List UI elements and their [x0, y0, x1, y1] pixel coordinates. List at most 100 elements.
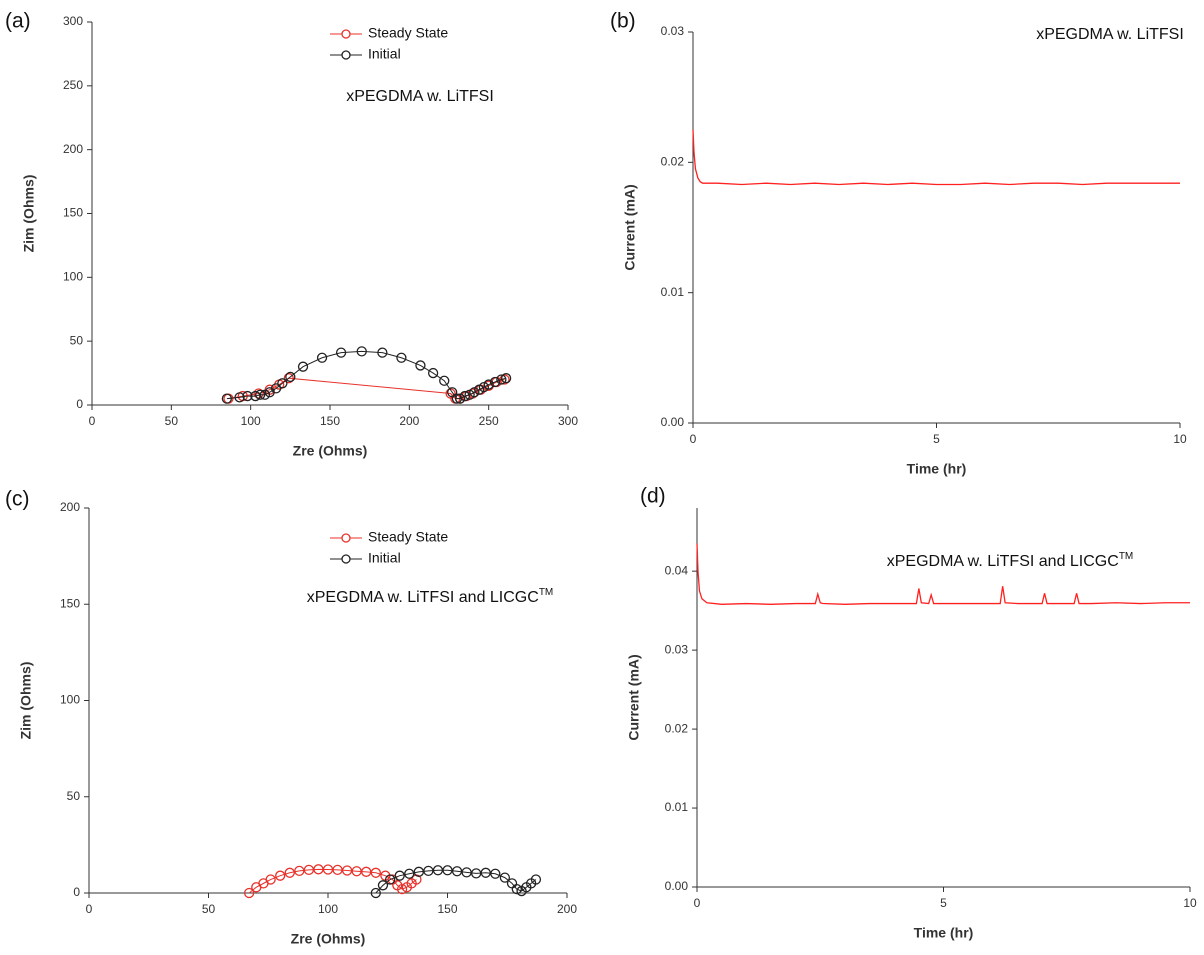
marker: [427, 367, 439, 379]
x-tick-label: 200: [399, 414, 419, 428]
legend-label: Initial: [368, 46, 401, 62]
marker: [394, 870, 405, 881]
marker: [377, 880, 389, 891]
marker: [275, 870, 286, 881]
panel-label: (c): [5, 488, 30, 511]
annotation-text: xPEGDMA w. LiTFSI: [346, 88, 494, 105]
y-tick-label: 100: [63, 270, 83, 284]
marker: [335, 347, 347, 358]
annotation: xPEGDMA w. LiTFSI: [346, 88, 494, 105]
y-tick-label: 100: [60, 693, 80, 707]
marker: [270, 383, 282, 394]
legend-marker: [341, 533, 351, 543]
x-tick-label: 0: [690, 432, 697, 446]
legend-marker: [341, 29, 351, 39]
marker: [377, 347, 388, 358]
y-tick-label: 0.00: [661, 415, 685, 429]
x-tick-label: 5: [933, 432, 940, 446]
marker: [234, 392, 245, 403]
y-axis-label: Current (mA): [622, 184, 638, 270]
y-tick-label: 0.00: [665, 879, 689, 893]
marker: [496, 374, 507, 385]
marker: [294, 865, 305, 877]
y-axis-label: Current (mA): [626, 654, 642, 740]
legend-marker: [341, 554, 351, 564]
x-tick-label: 250: [479, 414, 499, 428]
y-tick-label: 50: [70, 333, 84, 347]
annotation: xPEGDMA w. LiTFSI and LICGCTM: [887, 551, 1134, 571]
x-axis-label: Zre (Ohms): [291, 931, 366, 947]
marker: [511, 884, 522, 895]
annotation-superscript: TM: [539, 587, 553, 598]
marker: [384, 874, 396, 885]
marker: [243, 887, 255, 899]
marker: [356, 346, 367, 357]
marker: [461, 867, 472, 878]
x-tick-label: 50: [165, 414, 179, 428]
panel-label: (b): [610, 10, 636, 33]
annotation-superscript: TM: [1119, 551, 1133, 562]
marker: [396, 884, 408, 895]
y-tick-label: 0.04: [665, 563, 689, 577]
marker: [370, 887, 381, 899]
marker: [265, 874, 276, 885]
marker: [490, 868, 501, 879]
line: [696, 543, 1190, 605]
line: [692, 129, 1180, 186]
marker: [396, 352, 407, 363]
y-tick-label: 200: [60, 500, 80, 514]
marker: [253, 388, 264, 399]
marker: [250, 390, 261, 402]
marker: [404, 868, 415, 879]
y-tick-label: 0.03: [665, 642, 689, 656]
panel: 0 50 100 150 200 0 50 100 150 200 Zre (Ohms) Zim (O…: [5, 488, 577, 947]
marker: [530, 874, 542, 885]
marker: [277, 378, 288, 389]
marker: [285, 371, 296, 383]
marker: [499, 872, 511, 883]
y-tick-label: 150: [63, 206, 83, 220]
x-tick-label: 10: [1183, 896, 1197, 910]
panel: 0 50 100 150 200 250 300 0 50 100 150 200 250 300 Zre …: [5, 10, 578, 459]
panel: 0 5 10 0.00 0.01 0.02 0.03 0.04 Time (hr) Current…: [626, 485, 1197, 941]
marker: [480, 867, 491, 878]
x-tick-label: 5: [940, 896, 947, 910]
marker: [255, 389, 266, 400]
y-tick-label: 0.02: [661, 155, 685, 169]
x-tick-label: 50: [202, 902, 216, 916]
marker: [439, 375, 450, 386]
marker: [411, 874, 422, 885]
annotation: xPEGDMA w. LiTFSI: [1036, 26, 1184, 43]
panel-label: (d): [640, 485, 666, 508]
x-tick-label: 10: [1173, 432, 1187, 446]
marker: [442, 865, 453, 876]
x-tick-label: 100: [241, 414, 261, 428]
x-axis-label: Zre (Ohms): [293, 443, 368, 459]
marker: [283, 373, 294, 384]
x-tick-label: 0: [89, 414, 96, 428]
y-tick-label: 0.01: [665, 800, 689, 814]
legend-label: Steady State: [368, 25, 448, 41]
x-tick-label: 150: [437, 902, 457, 916]
x-tick-label: 100: [318, 902, 338, 916]
marker: [500, 373, 512, 384]
y-axis-label: Zim (Ohms): [18, 662, 34, 740]
y-tick-label: 0.03: [661, 24, 685, 38]
y-tick-label: 50: [67, 789, 81, 803]
y-axis-label: Zim (Ohms): [21, 175, 37, 253]
marker: [413, 866, 424, 877]
connector: [375, 869, 537, 894]
marker: [370, 867, 381, 878]
marker: [451, 866, 463, 877]
marker: [489, 376, 501, 388]
panel-label: (a): [5, 10, 31, 33]
marker: [297, 361, 309, 372]
y-tick-label: 200: [63, 142, 83, 156]
annotation-text: xPEGDMA w. LiTFSI and LICGC: [307, 589, 539, 606]
y-tick-label: 0.01: [661, 285, 685, 299]
annotation: xPEGDMA w. LiTFSI and LICGCTM: [307, 587, 554, 607]
x-tick-label: 200: [557, 902, 577, 916]
panel: 0 5 10 0.00 0.01 0.02 0.03 Time (hr) Current (mA…: [610, 10, 1187, 477]
x-tick-label: 300: [558, 414, 578, 428]
y-tick-label: 0: [73, 885, 80, 899]
